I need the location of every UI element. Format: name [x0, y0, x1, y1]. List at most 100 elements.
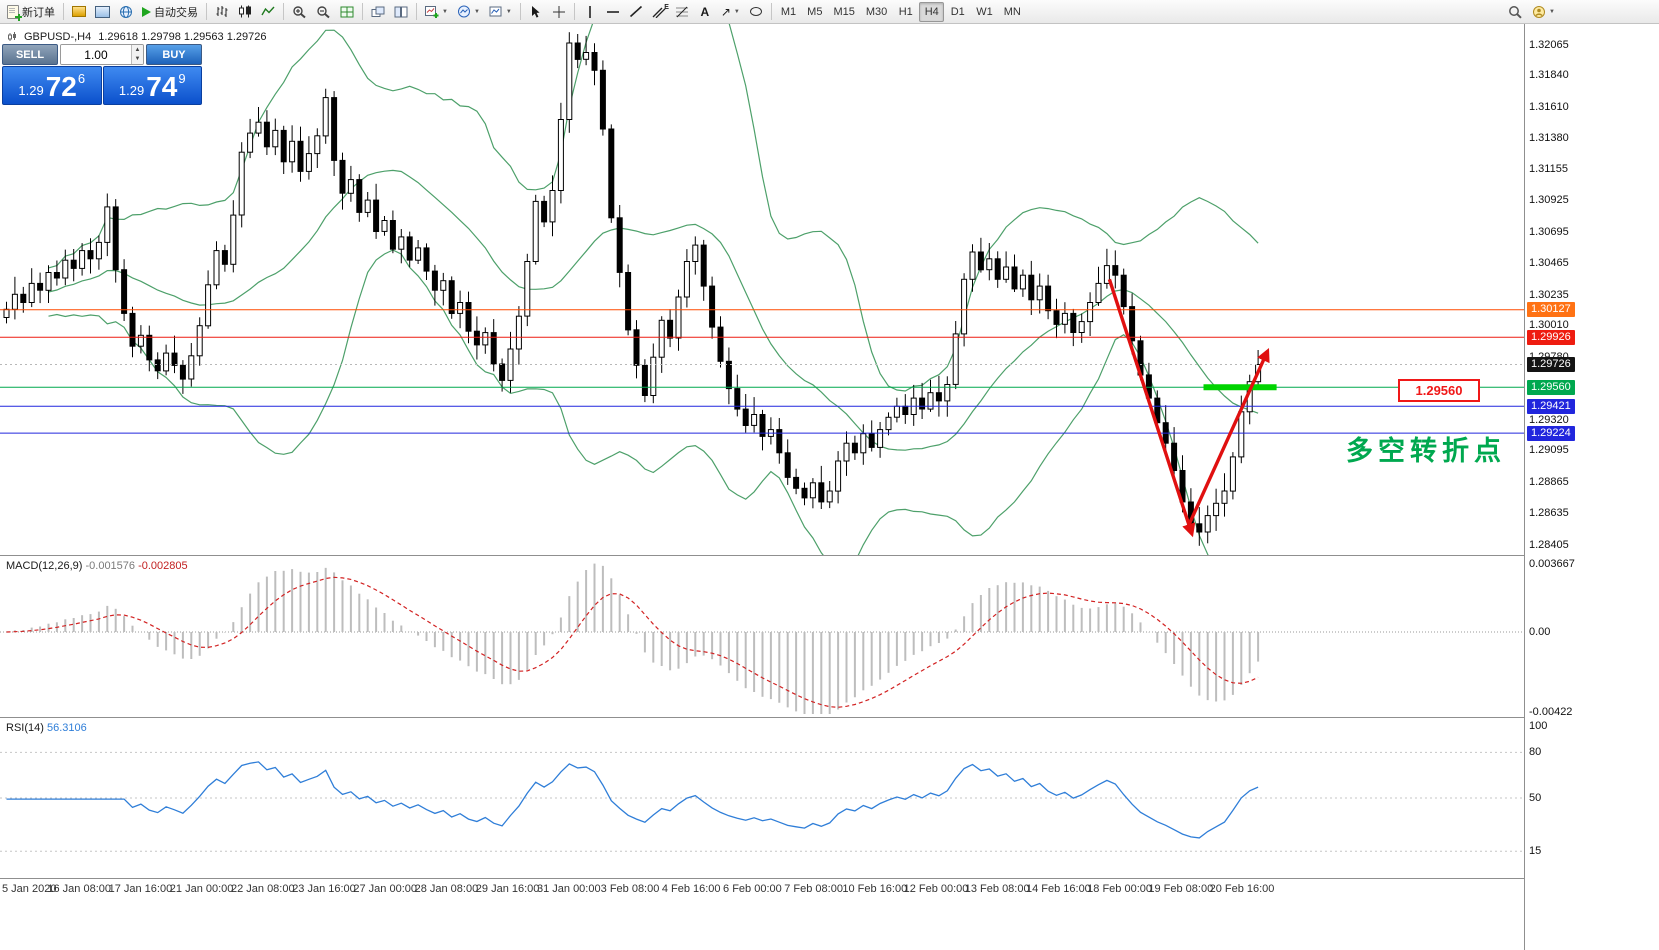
tile-windows-button[interactable] — [336, 2, 358, 22]
profile-charts-button[interactable] — [68, 2, 90, 22]
toolbar-separator — [573, 3, 575, 20]
toolbar-separator — [63, 3, 64, 20]
line-chart-icon — [261, 6, 275, 16]
symbol-ohlc-values: 1.29618 1.29798 1.29563 1.29726 — [98, 31, 267, 43]
macd-panel-canvas[interactable] — [0, 556, 1524, 716]
new-order-label: 新订单 — [22, 6, 55, 19]
search-button[interactable] — [1504, 2, 1527, 22]
macd-axis-label: 0.00 — [1529, 625, 1551, 638]
zoom-in-icon — [293, 5, 306, 18]
time-axis-label: 5 Jan 2020 — [2, 883, 57, 895]
macd-name: MACD(12,26,9) — [6, 560, 83, 572]
rsi-axis-label: 50 — [1529, 791, 1542, 804]
cascade-windows-button[interactable] — [367, 2, 389, 22]
shapes-icon — [749, 7, 762, 16]
zoom-out-button[interactable] — [312, 2, 335, 22]
rsi-panel-canvas[interactable] — [0, 718, 1524, 877]
sell-button[interactable]: SELL — [2, 44, 58, 65]
market-watch-button[interactable] — [91, 2, 114, 22]
price-axis-tick: 1.30465 — [1529, 257, 1569, 270]
timeframe-button-m5[interactable]: M5 — [807, 5, 823, 18]
time-axis[interactable]: 5 Jan 2020 16 Jan 08:00 17 Jan 16:00 21 Jan… — [0, 878, 1524, 899]
community-button[interactable]: ▼ — [1528, 2, 1559, 22]
trendline-tool-button[interactable] — [625, 2, 647, 22]
volume-box: ▲ ▼ — [60, 44, 144, 65]
auto-trading-icon — [142, 6, 151, 17]
new-chart-button[interactable]: ▼ — [421, 2, 452, 22]
buy-price-base: 1.29 — [118, 83, 145, 98]
toolbar-separator — [416, 3, 417, 20]
chart-symbol-header: GBPUSD-,H4 1.29618 1.29798 1.29563 1.297… — [8, 31, 266, 43]
line-chart-button[interactable] — [257, 2, 279, 22]
auto-trading-button[interactable]: 自动交易 — [138, 2, 202, 22]
volume-input[interactable] — [61, 45, 131, 64]
timeframe-button-mn[interactable]: MN — [1003, 5, 1021, 18]
shapes-tool-button[interactable] — [745, 2, 767, 22]
arrange-windows-button[interactable] — [390, 2, 412, 22]
time-axis-label: 16 Jan 08:00 — [47, 883, 111, 895]
time-axis-label: 6 Feb 00:00 — [723, 883, 782, 895]
one-click-controls: SELL ▲ ▼ BUY — [2, 44, 202, 65]
fibonacci-tool-button[interactable] — [671, 2, 693, 22]
volume-down-button[interactable]: ▼ — [134, 56, 141, 63]
cursor-tool-button[interactable] — [525, 2, 547, 22]
panel-divider-macd[interactable] — [0, 555, 1659, 556]
equidistant-channel-icon — [652, 7, 666, 18]
note-annotation-text[interactable]: 多空转折点 — [1346, 436, 1506, 466]
price-axis-tick: 1.28405 — [1529, 538, 1569, 551]
buy-button[interactable]: BUY — [146, 44, 202, 65]
price-annotation-box[interactable]: 1.29560 — [1398, 379, 1480, 402]
panel-divider-rsi[interactable] — [0, 717, 1659, 718]
fibonacci-icon — [675, 6, 688, 18]
arrow-tool-button[interactable]: ↗ ▼ — [717, 2, 744, 22]
price-level-label: 1.29560 — [1527, 379, 1575, 395]
channel-tool-button[interactable]: E — [648, 2, 670, 22]
price-axis-tick: 1.30695 — [1529, 225, 1569, 238]
candlestick-chart-button[interactable] — [234, 2, 256, 22]
text-tool-button[interactable]: A — [694, 2, 716, 22]
volume-up-button[interactable]: ▲ — [134, 46, 141, 53]
timeframe-button-h4[interactable]: H4 — [919, 1, 945, 22]
chevron-down-icon: ▼ — [1549, 8, 1555, 15]
timeframe-button-m1[interactable]: M1 — [780, 5, 797, 18]
timeframe-button-m30[interactable]: M30 — [865, 5, 888, 18]
horizontal-line-tool-button[interactable] — [602, 2, 624, 22]
time-axis-label: 4 Feb 16:00 — [661, 883, 721, 895]
time-axis-label: 18 Feb 00:00 — [1087, 883, 1153, 895]
indicators-icon — [457, 5, 470, 18]
candlestick-icon — [239, 5, 251, 18]
price-axis[interactable]: 1.32065 1.31840 1.31610 1.31380 1.31155 1.309… — [1524, 24, 1659, 950]
cascade-windows-icon — [371, 6, 385, 17]
navigator-button[interactable] — [115, 2, 137, 22]
new-order-button[interactable]: 新订单 — [3, 2, 59, 22]
price-level-label: 1.29421 — [1527, 398, 1575, 414]
crosshair-icon — [552, 5, 565, 18]
sell-price-panel[interactable]: 1.29 72 6 — [2, 66, 102, 105]
crosshair-tool-button[interactable] — [548, 2, 570, 22]
arrow-tool-icon: ↗ — [720, 4, 731, 19]
timeframe-button-w1[interactable]: W1 — [976, 5, 993, 18]
one-click-prices: 1.29 72 6 1.29 74 9 — [2, 66, 202, 105]
buy-price-panel[interactable]: 1.29 74 9 — [102, 66, 202, 105]
templates-button[interactable]: ▼ — [485, 2, 516, 22]
price-chart-canvas[interactable] — [0, 24, 1524, 555]
chevron-down-icon: ▼ — [505, 8, 512, 15]
profile-charts-icon — [72, 6, 86, 17]
timeframe-button-d1[interactable]: D1 — [950, 5, 965, 18]
time-axis-label: 27 Jan 00:00 — [353, 883, 417, 895]
bar-chart-button[interactable] — [211, 2, 233, 22]
price-level-label: 1.29224 — [1527, 425, 1575, 441]
price-axis-tick: 1.31840 — [1529, 69, 1569, 82]
navigator-globe-icon — [120, 5, 132, 18]
search-icon — [1509, 5, 1522, 19]
timeframe-button-m15[interactable]: M15 — [833, 5, 855, 18]
trend-arrow-down[interactable] — [1107, 278, 1196, 538]
trend-arrow-up[interactable] — [1185, 347, 1270, 529]
indicators-button[interactable]: ▼ — [453, 2, 484, 22]
market-watch-icon — [95, 5, 110, 18]
zoom-in-button[interactable] — [288, 2, 311, 22]
toolbar-separator — [283, 3, 284, 20]
timeframe-button-h1[interactable]: H1 — [898, 5, 913, 18]
vertical-line-tool-button[interactable] — [579, 2, 601, 22]
macd-histogram — [13, 563, 1260, 714]
